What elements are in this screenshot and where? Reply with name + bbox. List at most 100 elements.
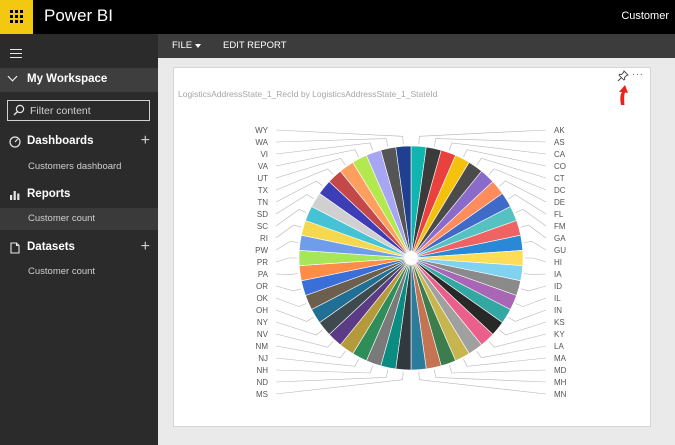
sidebar-item-label: Customers dashboard <box>28 161 122 172</box>
leader-line-id <box>520 285 547 292</box>
slice-label-md: MD <box>554 366 567 375</box>
sidebar-item-label: Customer count <box>28 266 96 277</box>
leader-line-ky <box>488 333 547 348</box>
filter-box[interactable] <box>7 100 150 121</box>
leader-line-pw <box>275 241 299 251</box>
slice-label-fl: FL <box>554 210 564 219</box>
slice-label-or: OR <box>256 282 268 291</box>
workspace-row[interactable]: My Workspace <box>0 68 158 92</box>
red-arrow-icon <box>619 85 628 105</box>
leader-line-ct <box>476 157 547 179</box>
slice-label-ct: CT <box>554 174 565 183</box>
more-options-icon[interactable]: ··· <box>632 69 644 80</box>
slice-label-ms: MS <box>256 390 268 399</box>
sidebar-section-label: Reports <box>27 188 71 200</box>
pin-icon[interactable] <box>617 70 629 82</box>
slice-label-nv: NV <box>257 330 269 339</box>
leader-line-as <box>433 138 547 147</box>
workspace-label: My Workspace <box>27 73 108 85</box>
slice-label-ok: OK <box>256 294 268 303</box>
slice-label-sc: SC <box>257 222 268 231</box>
filter-input[interactable] <box>30 103 145 118</box>
slice-label-wy: WY <box>255 126 269 135</box>
sidebar-section-datasets[interactable]: Datasets + <box>0 239 158 259</box>
leader-line-fm <box>515 209 547 227</box>
dataset-document-icon <box>10 242 20 254</box>
leader-line-hi <box>525 257 547 263</box>
leader-line-wy <box>275 129 404 145</box>
pie-center <box>404 251 418 265</box>
leader-line-vi <box>275 142 374 155</box>
report-canvas: LogisticsAddressState_1_RecId by Logisti… <box>158 58 675 445</box>
leader-line-nd <box>275 369 389 383</box>
leader-line-nv <box>275 333 334 348</box>
chevron-down-icon[interactable] <box>195 44 201 48</box>
leader-line-tn <box>275 180 323 203</box>
leader-line-or <box>275 285 302 292</box>
leader-line-co <box>463 149 547 167</box>
add-dashboard-plus-icon[interactable]: + <box>140 132 150 149</box>
file-menu[interactable]: FILE <box>172 40 193 51</box>
leader-line-ak <box>418 129 547 145</box>
leader-line-ga <box>520 224 547 239</box>
leader-line-de <box>499 180 547 203</box>
slice-label-il: IL <box>554 294 561 303</box>
search-icon <box>13 104 25 116</box>
slice-label-mh: MH <box>554 378 567 387</box>
slice-label-la: LA <box>554 342 564 351</box>
leader-line-mh <box>433 369 547 383</box>
chevron-down-icon <box>7 71 18 82</box>
sidebar-section-reports[interactable]: Reports <box>0 186 158 206</box>
sidebar-item-customer-count-report[interactable]: Customer count <box>0 208 158 230</box>
leader-line-il <box>515 297 547 307</box>
dashboard-gauge-icon <box>9 136 21 148</box>
slice-label-fm: FM <box>554 222 566 231</box>
edit-report-button[interactable]: EDIT REPORT <box>223 40 287 51</box>
slice-label-dc: DC <box>554 186 566 195</box>
leader-line-in <box>508 309 547 322</box>
leader-line-tx <box>275 168 334 191</box>
slice-label-wa: WA <box>255 138 268 147</box>
slice-label-hi: HI <box>554 258 562 267</box>
sidebar-item-customers-dashboard[interactable]: Customers dashboard <box>0 156 158 178</box>
sidebar-item-customer-count-dataset[interactable]: Customer count <box>0 261 158 283</box>
slice-label-ca: CA <box>554 150 566 159</box>
leader-line-wa <box>275 138 389 147</box>
leader-line-gu <box>523 241 547 251</box>
leader-line-ri <box>275 224 302 239</box>
report-toolbar: FILE EDIT REPORT <box>158 34 675 58</box>
slice-label-sd: SD <box>257 210 268 219</box>
pie-slice-wy[interactable] <box>395 145 412 259</box>
user-name[interactable]: Customer <box>621 10 669 22</box>
hamburger-icon[interactable] <box>10 49 22 59</box>
sidebar-section-label: Datasets <box>27 241 75 253</box>
slice-label-oh: OH <box>256 306 268 315</box>
leader-line-ok <box>275 297 307 307</box>
visual-tile[interactable]: LogisticsAddressState_1_RecId by Logisti… <box>173 67 651 427</box>
sidebar: My Workspace Dashboards + Customers dash… <box>0 34 158 445</box>
app-launcher-icon[interactable] <box>0 0 33 34</box>
leader-line-ia <box>523 273 547 275</box>
slice-label-vi: VI <box>260 150 268 159</box>
chart-title: LogisticsAddressState_1_RecId by Logisti… <box>178 89 438 99</box>
leader-line-sd <box>275 194 314 215</box>
sidebar-section-dashboards[interactable]: Dashboards + <box>0 133 158 153</box>
leader-line-mn <box>418 371 547 395</box>
leader-line-pr <box>275 257 297 263</box>
slice-label-ks: KS <box>554 318 565 327</box>
top-bar: Power BI Customer <box>0 0 675 34</box>
pie-chart: AK AS CA CO CT DC DE FL FM GA GU HI IA ID IL IN KS KY LA MA… <box>255 126 567 399</box>
leader-line-ut <box>275 157 346 179</box>
slice-label-tn: TN <box>257 198 268 207</box>
leader-line-fl <box>508 194 547 215</box>
leader-line-nm <box>275 345 346 359</box>
slice-label-ga: GA <box>554 234 566 243</box>
leader-line-la <box>476 345 547 359</box>
leader-line-pa <box>275 273 299 275</box>
app-title: Power BI <box>44 6 113 25</box>
slice-label-co: CO <box>554 162 566 171</box>
add-dataset-plus-icon[interactable]: + <box>140 238 150 255</box>
leader-line-va <box>275 149 359 167</box>
sidebar-item-label: Customer count <box>28 213 96 224</box>
slice-label-ky: KY <box>554 330 565 339</box>
